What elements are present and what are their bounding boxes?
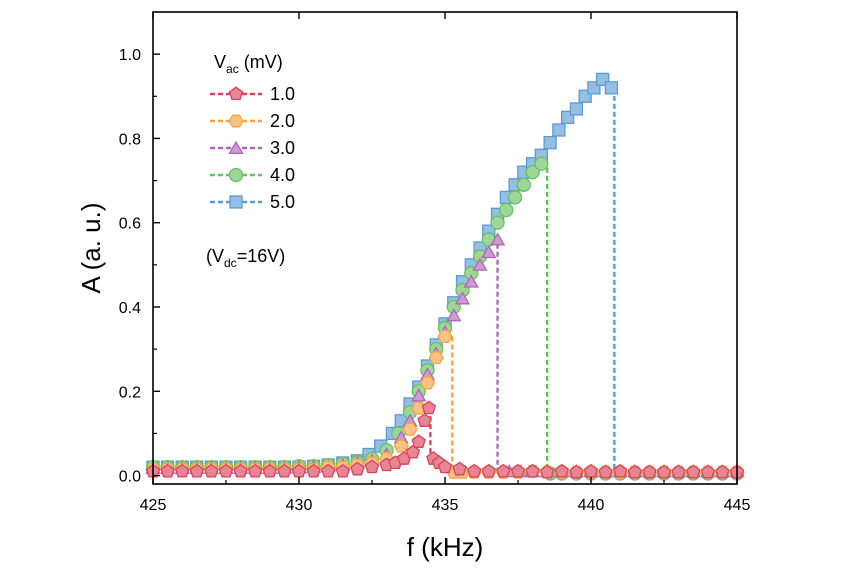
x-tick-label: 435 (432, 497, 459, 514)
data-point (525, 463, 540, 478)
data-point (525, 164, 540, 180)
data-point (496, 463, 511, 478)
x-tick-label: 445 (724, 497, 751, 514)
legend: Vac (mV) 1.0 2.0 3.0 4.0 5.0 (210, 52, 295, 212)
legend-label: 1.0 (270, 84, 295, 104)
data-point (539, 464, 555, 479)
data-point (189, 463, 205, 478)
x-tick-label: 425 (140, 497, 167, 514)
data-point (233, 463, 248, 478)
data-point (656, 464, 672, 479)
data-point (612, 463, 628, 478)
data-point (405, 444, 421, 459)
legend-entry: 1.0 (210, 84, 295, 104)
data-point (481, 463, 497, 478)
data-point (247, 463, 263, 478)
data-point (335, 463, 351, 478)
data-point (437, 329, 453, 344)
legend-title: Vac (mV) (214, 52, 283, 76)
data-point (402, 422, 418, 436)
y-tick-label: 0.4 (119, 300, 141, 317)
legend-marker (228, 140, 244, 154)
data-point (291, 463, 307, 478)
legend-label: 5.0 (270, 192, 295, 212)
data-point (516, 177, 531, 192)
data-point (160, 463, 175, 478)
data-point (277, 463, 292, 478)
legend-marker (228, 114, 244, 128)
data-point (350, 461, 365, 476)
data-point (685, 464, 701, 479)
data-point (174, 463, 190, 478)
data-point (204, 463, 219, 478)
y-tick-label: 0.0 (119, 469, 141, 486)
data-point (510, 463, 526, 478)
data-point (320, 463, 336, 478)
data-point (642, 464, 657, 479)
y-tick-label: 0.6 (119, 216, 141, 233)
data-markers (145, 72, 745, 481)
legend-label: 3.0 (270, 138, 295, 158)
series-1.0 (145, 400, 745, 479)
data-point (454, 291, 471, 305)
x-tick-label: 430 (286, 497, 313, 514)
data-point (604, 81, 619, 95)
data-point (411, 434, 426, 449)
data-point (466, 463, 482, 478)
data-point (499, 202, 514, 218)
y-tick-label: 1.0 (119, 47, 141, 64)
legend-marker (228, 167, 244, 183)
data-point (306, 463, 321, 478)
legend-label: 2.0 (270, 111, 295, 131)
y-tick-label: 0.8 (119, 131, 141, 148)
data-point (507, 190, 523, 205)
data-point (421, 400, 437, 415)
legend-marker (229, 195, 243, 209)
legend-label: 4.0 (270, 165, 295, 185)
jump-lines (429, 87, 616, 474)
axis-ticks: 425 430 435 440 445 0.0 0.2 0.4 0.6 0.8 1.0 (119, 12, 751, 514)
legend-entry: 2.0 (210, 111, 295, 131)
data-point (543, 135, 557, 150)
y-tick-label: 0.2 (119, 384, 141, 401)
data-point (583, 463, 599, 478)
data-point (490, 215, 505, 230)
data-point (452, 461, 467, 476)
data-point (569, 464, 584, 479)
data-point (489, 232, 506, 246)
data-point (700, 464, 716, 479)
x-tick-label: 440 (578, 497, 605, 514)
x-axis-title: f (kHz) (407, 532, 484, 562)
data-point (417, 413, 432, 427)
legend-entry: 5.0 (210, 192, 295, 212)
data-point (627, 464, 643, 479)
legend-marker (228, 86, 244, 101)
data-point (411, 401, 427, 415)
data-point (472, 257, 488, 271)
y-axis-title: A (a. u.) (76, 202, 106, 293)
data-point (262, 463, 278, 478)
data-point (554, 463, 570, 478)
data-point (671, 464, 686, 479)
data-point (437, 459, 453, 474)
legend-entry: 4.0 (210, 165, 295, 185)
data-point (411, 388, 427, 402)
dc-voltage-annotation: (Vdc=16V) (206, 246, 285, 270)
legend-entry: 3.0 (210, 138, 295, 158)
data-point (569, 102, 584, 116)
data-point (446, 308, 462, 322)
data-point (218, 463, 234, 478)
data-point (598, 464, 613, 479)
data-point (715, 464, 730, 479)
data-point (419, 376, 436, 390)
data-point (552, 123, 566, 137)
data-point (481, 244, 497, 259)
data-point (364, 459, 380, 474)
data-point (428, 351, 444, 365)
data-point (463, 274, 479, 288)
data-point (534, 156, 549, 171)
